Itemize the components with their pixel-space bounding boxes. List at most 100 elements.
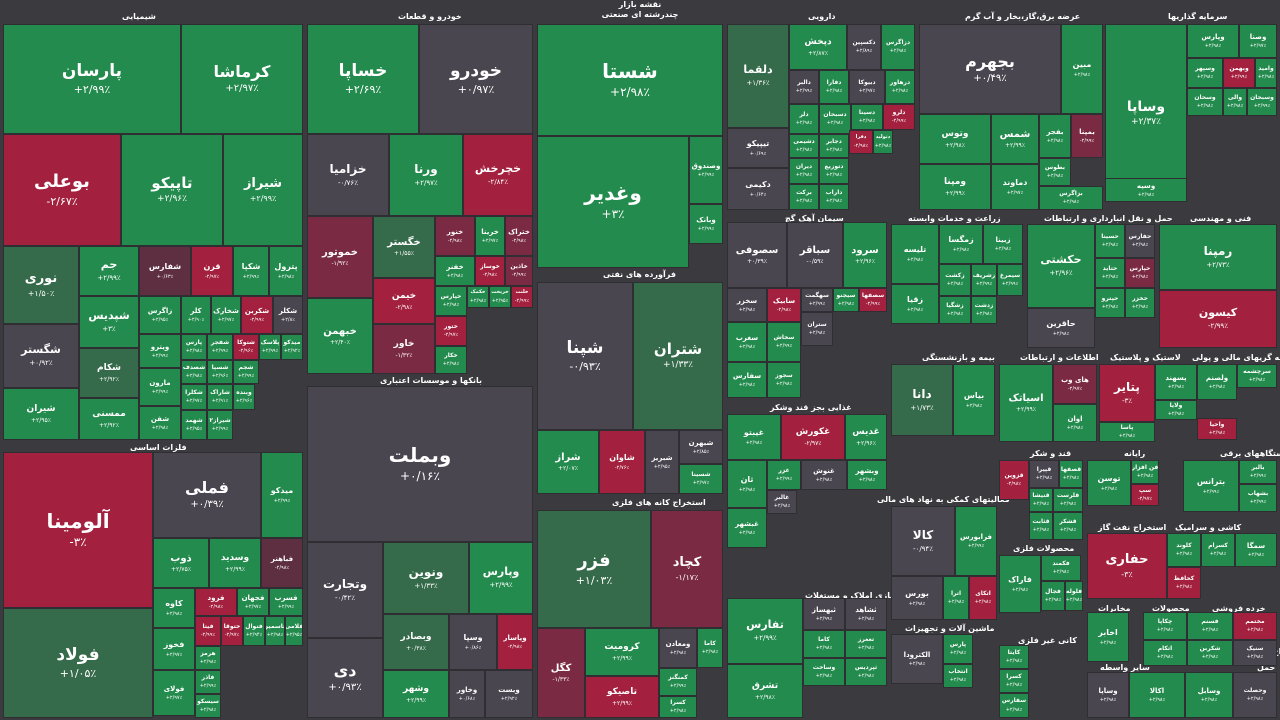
stock-tile[interactable]: تفارس +۲/۹۹٪ [727,598,803,664]
stock-tile[interactable]: ویترو +۲/۹۹٪ [139,334,181,368]
stock-tile[interactable]: حخزر +۲/۹۸٪ [1125,288,1155,318]
stock-tile[interactable]: دسبحان +۲/۹۸٪ [819,104,851,134]
stock-tile[interactable]: والی +۲/۹۸٪ [1223,88,1247,116]
stock-tile[interactable]: مختمم +۲/۹۸٪ [1233,612,1277,640]
stock-tile[interactable]: دی +۰/۹۳٪ [307,638,383,718]
stock-tile[interactable]: غنوش +۲/۹۸٪ [801,460,847,490]
stock-tile[interactable]: خچرخش -۲/۸۴٪ [463,134,533,216]
stock-tile[interactable]: قشکر +۲/۹۸٪ [1053,512,1083,540]
stock-tile[interactable]: پارس +۲/۹۸٪ [181,334,207,360]
stock-tile[interactable]: شاراک +۲/۹۱٪ [207,384,233,410]
stock-tile[interactable]: بالبر +۲/۹۹٪ [1239,460,1277,484]
stock-tile[interactable]: شبریز +۲/۹۵٪ [645,430,679,494]
stock-tile[interactable]: وساپا +۲/۳۷٪ [1105,24,1187,202]
stock-tile[interactable]: حفارس +۲/۹۸٪ [1125,224,1155,258]
stock-tile[interactable]: بیاس +۲/۹۸٪ [953,364,995,436]
stock-tile[interactable]: خوساز -۲/۹۸٪ [475,256,505,286]
stock-tile[interactable]: شجم +۲/۹۹٪ [233,360,259,384]
stock-tile[interactable]: نوری +۱/۵۰٪ [3,246,79,324]
stock-tile[interactable]: بوعلی -۲/۶۷٪ [3,134,121,246]
stock-tile[interactable]: فملی +۰/۳۹٪ [153,452,261,538]
stock-tile[interactable]: خلنت -۲/۹۹٪ [511,286,533,308]
stock-tile[interactable]: سنیک +۲/۹۸٪ [1233,640,1277,666]
stock-tile[interactable]: وسپهر +۲/۹۸٪ [1187,58,1223,88]
stock-tile[interactable]: خبهمن +۲/۴۰٪ [307,298,373,374]
stock-tile[interactable]: حاقرین +۲/۹۸٪ [1027,308,1095,348]
stock-tile[interactable]: فاذر +۲/۹۹٪ [195,670,221,694]
stock-tile[interactable]: قثابت +۲/۹۸٪ [1029,512,1053,540]
stock-tile[interactable]: شسینا +۲/۹۷٪ [679,464,723,494]
stock-tile[interactable]: ختراک -۲/۹۸٪ [505,216,533,256]
stock-tile[interactable]: غدیس +۲/۹۶٪ [845,414,887,460]
stock-tile[interactable]: دماوند +۲/۹۷٪ [991,164,1039,210]
stock-tile[interactable]: وبنده +۲/۹۶٪ [233,384,255,410]
stock-tile[interactable]: سخاش +۲/۹۹٪ [767,322,801,362]
stock-tile[interactable]: پلاسک +۲/۹۹٪ [259,334,281,360]
stock-tile[interactable]: فنوال +۲/۹۴٪ [243,616,265,646]
stock-tile[interactable]: ثشاهد +۲/۹۸٪ [845,598,887,630]
stock-tile[interactable]: سغرب +۲/۹۸٪ [727,322,767,362]
stock-tile[interactable]: شفارس +۰/۶۳٪ [139,246,191,296]
stock-tile[interactable]: خکمک +۲/۹۸٪ [467,286,489,308]
stock-tile[interactable]: دالبر +۲/۹۹٪ [789,70,819,104]
stock-tile[interactable]: شتران +۱/۳۳٪ [633,282,723,430]
stock-tile[interactable]: کاما +۲/۹۸٪ [803,630,845,658]
stock-tile[interactable]: غکورش -۲/۹۷٪ [781,414,845,460]
stock-tile[interactable]: تلیسه +۲/۹۸٪ [891,224,939,284]
stock-tile[interactable]: وسپا +۰/۸۶٪ [449,614,497,670]
stock-tile[interactable]: کلوند +۲/۹۸٪ [1167,533,1201,567]
stock-tile[interactable]: تاپیکو +۲/۹۶٪ [121,134,223,246]
stock-tile[interactable]: وبست +۲/۹۲٪ [485,670,533,718]
stock-tile[interactable]: توسن +۲/۹۸٪ [1087,460,1131,506]
stock-tile[interactable]: وصنا +۲/۹۷٪ [1239,24,1277,58]
stock-tile[interactable]: شاوان -۲/۷۶٪ [599,430,645,494]
stock-tile[interactable]: فاراک +۲/۹۸٪ [999,555,1041,613]
stock-tile[interactable]: فولای +۲/۹۷٪ [153,670,195,716]
stock-tile[interactable]: دلر +۲/۹۸٪ [789,104,819,134]
stock-tile[interactable]: واحیا +۲/۹۸٪ [1197,418,1237,440]
stock-tile[interactable]: دبیوکا +۲/۹۷٪ [849,70,885,104]
stock-tile[interactable]: تشرق +۲/۹۸٪ [727,664,803,718]
stock-tile[interactable]: شخارک +۲/۹۷٪ [211,296,241,334]
stock-tile[interactable]: وبهمن +۲/۹۹٪ [1223,58,1255,88]
stock-tile[interactable]: ثپردیس +۲/۹۸٪ [845,658,887,686]
stock-tile[interactable]: بفجر +۲/۹۸٪ [1039,114,1071,158]
stock-tile[interactable]: دکیمی +۰/۶۴٪ [727,168,789,210]
stock-tile[interactable]: اتکای +۲/۹۸٪ [969,576,997,620]
stock-tile[interactable]: فکمند +۲/۹۸٪ [1041,555,1081,581]
stock-tile[interactable]: شگستر +۰/۹۲٪ [3,324,79,388]
stock-tile[interactable]: کایتا +۲/۹۸٪ [999,645,1029,669]
stock-tile[interactable]: وخاور +۰/۶۸٪ [449,670,485,718]
stock-tile[interactable]: خساپا +۲/۶۹٪ [307,24,419,134]
stock-tile[interactable]: وسدید +۲/۹۹٪ [209,538,261,588]
stock-tile[interactable]: مبین +۲/۹۸٪ [1061,24,1103,114]
stock-tile[interactable]: برکت +۲/۹۸٪ [789,184,819,210]
stock-tile[interactable]: کیسون -۲/۹۹٪ [1159,290,1277,348]
stock-tile[interactable]: وامید +۲/۹۸٪ [1255,58,1277,88]
stock-tile[interactable]: غبشهر +۲/۹۸٪ [727,508,767,548]
stock-tile[interactable]: کالا -۰/۹۴٪ [891,506,955,576]
stock-tile[interactable]: جم +۲/۹۹٪ [79,246,139,296]
stock-tile[interactable]: سهگمت +۲/۹۹٪ [801,288,833,312]
stock-tile[interactable]: سابیک -۲/۹۸٪ [767,288,801,322]
stock-tile[interactable]: فرابورس +۲/۹۹٪ [955,506,997,576]
stock-tile[interactable]: سیمرغ +۲/۹۹٪ [997,264,1023,296]
stock-tile[interactable]: خنور -۲/۹۸٪ [435,216,475,256]
stock-tile[interactable]: کسرا +۲/۹۸٪ [999,669,1029,693]
stock-tile[interactable]: خکار +۲/۹۸٪ [435,346,467,374]
stock-tile[interactable]: ولایا +۲/۹۸٪ [1155,400,1197,420]
stock-tile[interactable]: کاوه +۲/۹۸٪ [153,588,195,628]
stock-tile[interactable]: وتوس +۲/۹۸٪ [919,114,991,164]
stock-tile[interactable]: کاما +۲/۹۸٪ [697,628,723,668]
stock-tile[interactable]: وصندوق +۲/۹۹٪ [689,136,723,204]
stock-tile[interactable]: ومعادن +۲/۹۸٪ [659,628,697,668]
stock-tile[interactable]: بشهاب +۲/۹۹٪ [1239,484,1277,512]
stock-tile[interactable]: دکسپین +۲/۸۹٪ [847,24,881,70]
stock-tile[interactable]: ختوقا -۲/۹۷٪ [221,616,243,646]
stock-tile[interactable]: دلقما +۱/۳۶٪ [727,24,789,128]
stock-tile[interactable]: کرماشا +۲/۹۷٪ [181,24,303,134]
stock-tile[interactable]: سجوز +۲/۹۸٪ [767,362,801,398]
stock-tile[interactable]: خفنر +۲/۹۸٪ [435,256,475,286]
stock-tile[interactable]: حسینا +۲/۹۸٪ [1095,224,1125,258]
stock-tile[interactable]: اخابر +۲/۹۸٪ [1087,612,1129,662]
